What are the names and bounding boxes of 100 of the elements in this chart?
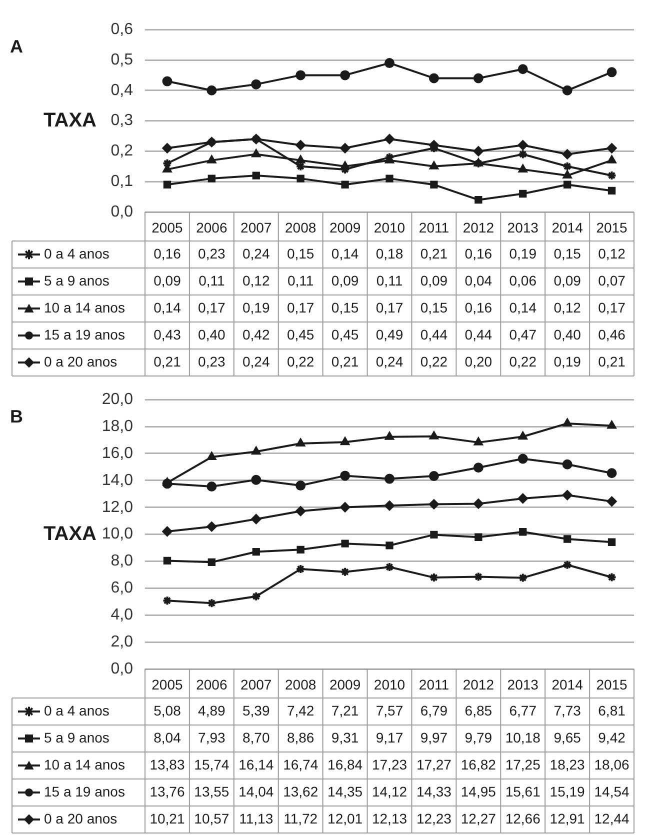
data-label: 5,08 bbox=[154, 702, 182, 718]
data-label: 9,42 bbox=[598, 729, 626, 746]
data-label: 0,40 bbox=[554, 326, 582, 342]
data-label: 0,12 bbox=[554, 299, 582, 316]
data-label: 0,17 bbox=[286, 299, 314, 316]
data-label: 18,23 bbox=[550, 756, 586, 772]
data-label: 13,62 bbox=[283, 783, 318, 800]
data-label: 7,57 bbox=[376, 702, 404, 718]
data-label: 5,39 bbox=[242, 702, 270, 718]
data-label: 0,40 bbox=[198, 326, 226, 342]
chart-title: B bbox=[10, 406, 23, 427]
x-tick-label: 2015 bbox=[596, 219, 628, 236]
y-tick-label: 20,0 bbox=[102, 391, 134, 408]
data-label: 0,04 bbox=[464, 272, 492, 288]
data-label: 13,55 bbox=[194, 783, 230, 800]
data-label: 0,09 bbox=[331, 272, 359, 288]
data-label: 0,22 bbox=[286, 353, 314, 370]
legend-label: 15 a 19 anos bbox=[44, 326, 125, 342]
x-tick-label: 2013 bbox=[507, 676, 539, 692]
x-tick-label: 2012 bbox=[462, 219, 494, 236]
data-label: 0,43 bbox=[154, 326, 182, 342]
data-label: 0,15 bbox=[331, 299, 359, 316]
data-label: 6,81 bbox=[598, 702, 626, 718]
data-label: 17,23 bbox=[372, 756, 408, 772]
data-label: 0,42 bbox=[242, 326, 270, 342]
data-label: 14,12 bbox=[372, 783, 408, 800]
data-label: 0,15 bbox=[554, 245, 582, 262]
data-label: 14,54 bbox=[594, 783, 630, 800]
x-tick-label: 2007 bbox=[240, 676, 272, 692]
data-label: 0,19 bbox=[554, 353, 582, 370]
data-label: 8,04 bbox=[154, 729, 182, 746]
data-label: 0,09 bbox=[154, 272, 182, 288]
data-label: 0,24 bbox=[376, 353, 404, 370]
legend-label: 5 a 9 anos bbox=[44, 272, 110, 288]
y-tick-label: 2,0 bbox=[110, 633, 134, 650]
x-tick-label: 2015 bbox=[596, 676, 628, 692]
y-tick-label: 0,4 bbox=[110, 82, 134, 99]
x-tick-label: 2007 bbox=[240, 219, 272, 236]
data-label: 0,17 bbox=[598, 299, 626, 316]
data-label: 12,01 bbox=[328, 810, 363, 826]
data-label: 17,25 bbox=[505, 756, 541, 772]
data-label: 12,13 bbox=[372, 810, 408, 826]
data-label: 13,83 bbox=[150, 756, 185, 772]
data-label: 10,18 bbox=[505, 729, 541, 746]
legend-label: 15 a 19 anos bbox=[44, 783, 125, 800]
data-label: 0,12 bbox=[598, 245, 626, 262]
data-label: 0,19 bbox=[509, 245, 537, 262]
data-label: 0,23 bbox=[198, 245, 226, 262]
data-label: 6,77 bbox=[509, 702, 537, 718]
data-label: 0,15 bbox=[286, 245, 314, 262]
data-label: 0,06 bbox=[509, 272, 537, 288]
y-tick-label: 0,1 bbox=[110, 173, 134, 190]
data-label: 11,72 bbox=[284, 810, 318, 826]
data-label: 6,85 bbox=[464, 702, 492, 718]
data-label: 12,66 bbox=[505, 810, 541, 826]
y-axis-title: TAXA bbox=[44, 522, 96, 545]
data-label: 14,95 bbox=[460, 783, 496, 800]
x-tick-label: 2009 bbox=[329, 219, 361, 236]
data-label: 0,14 bbox=[331, 245, 359, 262]
data-label: 11,13 bbox=[239, 810, 274, 826]
data-label: 16,84 bbox=[328, 756, 363, 772]
data-label: 14,04 bbox=[238, 783, 274, 800]
data-label: 14,35 bbox=[328, 783, 363, 800]
data-label: 0,11 bbox=[376, 272, 403, 288]
data-label: 0,21 bbox=[331, 353, 359, 370]
data-label: 8,86 bbox=[286, 729, 314, 746]
data-label: 6,79 bbox=[420, 702, 448, 718]
data-label: 0,22 bbox=[420, 353, 448, 370]
data-label: 0,44 bbox=[464, 326, 492, 342]
x-tick-label: 2010 bbox=[374, 219, 406, 236]
x-tick-label: 2006 bbox=[196, 676, 228, 692]
data-label: 16,82 bbox=[460, 756, 496, 772]
data-label: 0,22 bbox=[509, 353, 537, 370]
data-label: 10,21 bbox=[150, 810, 185, 826]
x-tick-label: 2005 bbox=[152, 676, 184, 692]
data-label: 0,07 bbox=[598, 272, 626, 288]
y-tick-label: 0,5 bbox=[110, 51, 134, 68]
data-label: 0,19 bbox=[242, 299, 270, 316]
data-label: 0,15 bbox=[420, 299, 448, 316]
data-label: 16,14 bbox=[238, 756, 274, 772]
data-label: 0,17 bbox=[376, 299, 404, 316]
legend-label: 0 a 20 anos bbox=[44, 353, 118, 370]
y-tick-label: 10,0 bbox=[102, 526, 134, 543]
data-label: 7,73 bbox=[554, 702, 582, 718]
legend-label: 10 a 14 anos bbox=[44, 756, 125, 772]
data-label: 0,21 bbox=[598, 353, 626, 370]
y-tick-label: 18,0 bbox=[102, 418, 134, 435]
data-label: 7,21 bbox=[331, 702, 359, 718]
data-label: 0,49 bbox=[376, 326, 404, 342]
data-label: 0,16 bbox=[154, 245, 182, 262]
data-label: 0,24 bbox=[242, 353, 270, 370]
legend-label: 10 a 14 anos bbox=[44, 299, 125, 316]
data-label: 9,17 bbox=[376, 729, 404, 746]
y-axis-title: TAXA bbox=[44, 109, 96, 132]
data-label: 18,06 bbox=[594, 756, 630, 772]
data-label: 15,61 bbox=[505, 783, 541, 800]
y-tick-label: 12,0 bbox=[102, 498, 134, 516]
data-label: 9,97 bbox=[420, 729, 448, 746]
data-label: 12,23 bbox=[416, 810, 452, 826]
x-tick-label: 2009 bbox=[329, 676, 361, 692]
